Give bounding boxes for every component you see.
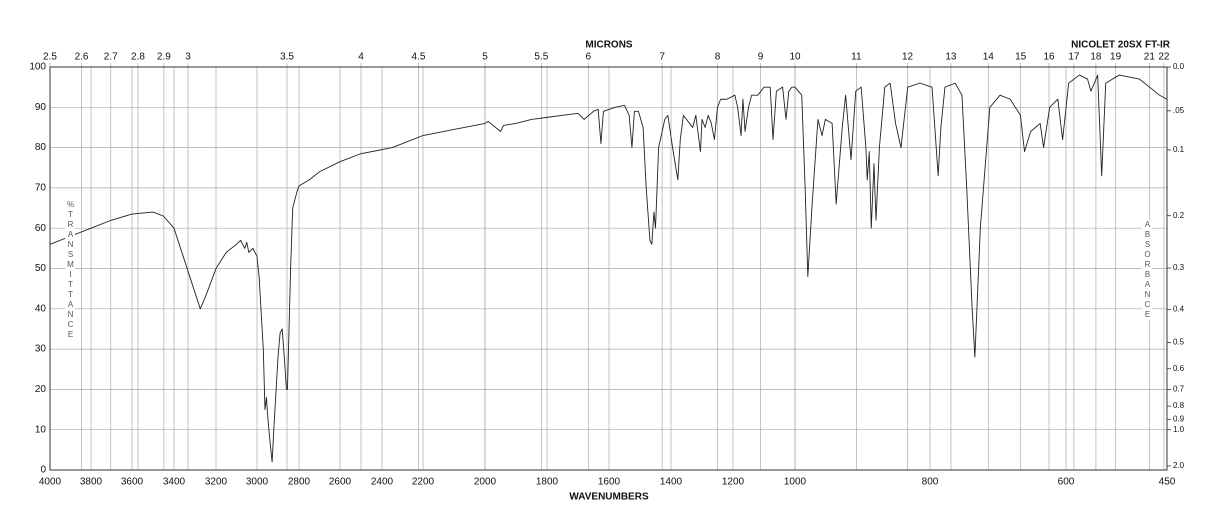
x2-tick-label: 2.6	[75, 52, 89, 63]
y2-tick-label: 0.2	[1173, 211, 1185, 220]
x2-tick-label: 2.8	[131, 52, 145, 63]
x-tick-label: 3800	[80, 477, 103, 488]
x2-tick-label: 5.5	[534, 52, 548, 63]
x2-tick-label: 8	[715, 52, 721, 63]
x-tick-label: 3200	[205, 477, 228, 488]
y-tick-label: 10	[35, 424, 47, 435]
x-tick-label: 1400	[660, 477, 683, 488]
x2-tick-label: 7	[659, 52, 665, 63]
y2-tick-label: 0.9	[1173, 414, 1185, 423]
y2-tick-label: .05	[1173, 106, 1185, 115]
x-tick-label: 2600	[329, 477, 352, 488]
y2-tick-label: 0.4	[1173, 305, 1185, 314]
x-tick-label: 3000	[246, 477, 269, 488]
x2-tick-label: 2.9	[157, 52, 171, 63]
y-axis-title: %TRANSMITTANCE	[65, 200, 75, 340]
x-tick-label: 800	[922, 477, 939, 488]
y-tick-label: 20	[35, 384, 47, 395]
y-tick-label: 40	[35, 303, 47, 314]
y2-tick-label: 0.1	[1173, 145, 1185, 154]
y2-tick-label: 0.8	[1173, 401, 1185, 410]
x-tick-label: 2400	[371, 477, 394, 488]
x-tick-label: 1800	[536, 477, 559, 488]
y-tick-label: 80	[35, 142, 47, 153]
x2-tick-label: 13	[945, 52, 957, 63]
x2-tick-label: 5	[482, 52, 488, 63]
x2-tick-label: 4.5	[411, 52, 425, 63]
spectrum-line	[49, 74, 1168, 463]
y2-tick-label: 0.5	[1173, 338, 1185, 347]
x2-tick-label: 12	[902, 52, 914, 63]
x2-tick-label: 17	[1068, 52, 1080, 63]
x2-tick-label: 16	[1043, 52, 1055, 63]
x2-tick-label: 22	[1158, 52, 1170, 63]
y-tick-label: 60	[35, 223, 47, 234]
y2-tick-label: 0.3	[1173, 263, 1185, 272]
x2-tick-label: 6	[586, 52, 592, 63]
x2-tick-label: 19	[1110, 52, 1122, 63]
x-tick-label: 3400	[163, 477, 186, 488]
y-tick-label: 100	[29, 62, 46, 73]
x-axis-title: WAVENUMBERS	[569, 492, 649, 503]
y2-axis-title: ABSORBANCE	[1142, 220, 1152, 320]
x2-tick-label: 2.7	[104, 52, 118, 63]
x2-tick-label: 3	[185, 52, 191, 63]
y-tick-label: 90	[35, 102, 47, 113]
y2-tick-label: 2.0	[1173, 461, 1185, 470]
x2-tick-label: 10	[789, 52, 801, 63]
x2-tick-label: 11	[851, 52, 862, 63]
y2-tick-label: 0.7	[1173, 385, 1185, 394]
y2-tick-label: 0.0	[1173, 62, 1185, 71]
x-tick-label: 4000	[39, 477, 62, 488]
x2-tick-label: 9	[758, 52, 764, 63]
top-axis-title: MICRONS	[585, 40, 633, 51]
x2-tick-label: 15	[1015, 52, 1027, 63]
x-tick-label: 600	[1058, 477, 1075, 488]
y2-tick-label: 1.0	[1173, 425, 1185, 434]
x2-tick-label: 2.5	[43, 52, 57, 63]
x-tick-label: 1200	[722, 477, 745, 488]
chart-title: NICOLET 20SX FT-IR	[1071, 40, 1171, 51]
x2-tick-label: 21	[1144, 52, 1156, 63]
x2-tick-label: 3.5	[280, 52, 294, 63]
x-tick-label: 1000	[784, 477, 807, 488]
plot-frame	[49, 66, 1168, 471]
x-tick-label: 2800	[288, 477, 311, 488]
y-tick-label: 30	[35, 344, 47, 355]
x-tick-label: 3600	[121, 477, 144, 488]
y2-tick-label: 0.6	[1173, 364, 1185, 373]
x2-tick-label: 18	[1090, 52, 1102, 63]
x2-tick-label: 14	[983, 52, 995, 63]
x-tick-label: 450	[1159, 477, 1176, 488]
x-tick-label: 2000	[474, 477, 497, 488]
x2-tick-label: 4	[358, 52, 364, 63]
x-tick-label: 2200	[412, 477, 435, 488]
y-tick-label: 70	[35, 183, 47, 194]
x-tick-label: 1600	[598, 477, 621, 488]
y-tick-label: 50	[35, 263, 47, 274]
y-tick-label: 0	[40, 465, 46, 476]
